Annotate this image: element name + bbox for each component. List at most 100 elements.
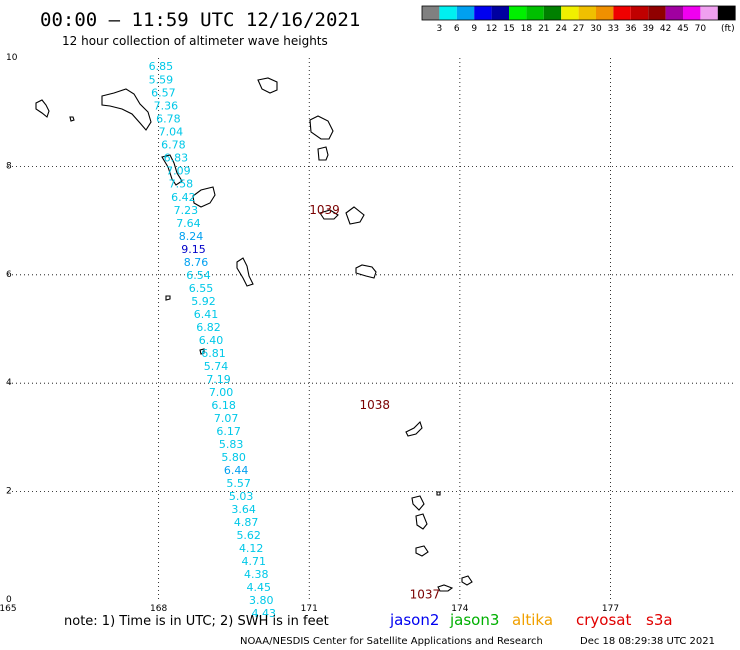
legend-label: 21	[538, 24, 549, 34]
swh-value: 5.92	[191, 295, 216, 308]
island-outline	[405, 420, 423, 437]
y-tick-label: 6	[6, 270, 12, 280]
island-outline	[436, 491, 441, 496]
legend-swatch	[683, 6, 701, 20]
swh-value: 8.76	[184, 256, 209, 269]
island-outline	[345, 206, 365, 225]
legend-label: 45	[677, 24, 688, 34]
island-outline	[165, 295, 171, 301]
island-outline	[415, 513, 428, 530]
y-tick-label: 0	[6, 595, 12, 605]
y-tick-label: 4	[6, 378, 12, 388]
satellite-legend: jason2 jason3 altika cryosat s3a	[389, 611, 673, 629]
swh-value: 7.58	[169, 178, 194, 191]
swh-track: 6.855.596.577.366.787.046.786.837.097.58…	[149, 60, 276, 620]
island-outline	[319, 209, 339, 220]
swh-value: 4.12	[239, 542, 264, 555]
swh-value: 5.03	[229, 490, 254, 503]
x-tick-label: 168	[150, 604, 167, 614]
y-axis-ticks: 0 2 4 6 8 10	[6, 53, 18, 605]
swh-value: 7.19	[206, 373, 231, 386]
swh-value: 5.80	[221, 451, 246, 464]
swh-value: 7.09	[166, 165, 191, 178]
pressure-labels: 1039 1038 1037	[309, 203, 440, 602]
satellite-name: jason2	[389, 611, 439, 629]
legend-unit: (ft)	[721, 24, 735, 34]
swh-value: 7.23	[174, 204, 199, 217]
legend-swatch	[491, 6, 509, 20]
legend-swatch	[474, 6, 492, 20]
swh-value: 3.64	[231, 503, 256, 516]
swh-value: 6.78	[156, 113, 181, 126]
island-outline	[236, 257, 254, 287]
swh-value: 6.44	[224, 464, 249, 477]
island-outline	[461, 575, 473, 586]
island-outline	[411, 495, 425, 511]
swh-value: 4.45	[246, 581, 271, 594]
pressure-label: 1038	[359, 398, 390, 412]
island-outline	[437, 584, 454, 592]
map-title: 00:00 — 11:59 UTC 12/16/2021	[40, 9, 360, 31]
legend-swatch	[717, 6, 736, 20]
legend-swatch	[613, 6, 631, 20]
island-outline	[69, 116, 75, 122]
legend-label: 9	[471, 24, 477, 34]
swh-value: 4.43	[252, 607, 277, 620]
swh-value: 7.64	[176, 217, 201, 230]
legend-swatch	[439, 6, 457, 20]
swh-value: 5.59	[149, 74, 174, 87]
island-outline	[199, 348, 205, 355]
legend-label: 70	[695, 24, 707, 34]
coastlines	[35, 77, 473, 592]
island-outline	[192, 186, 216, 208]
credit-line: NOAA/NESDIS Center for Satellite Applica…	[240, 636, 543, 647]
pressure-label: 1039	[309, 203, 340, 217]
swh-value: 4.71	[241, 555, 266, 568]
legend-swatch	[561, 6, 579, 20]
map-grid	[8, 58, 736, 600]
swh-value: 3.80	[249, 594, 274, 607]
swh-value: 6.17	[216, 425, 241, 438]
y-tick-label: 2	[6, 487, 12, 497]
swh-value: 6.81	[201, 347, 226, 360]
legend-swatch	[578, 6, 596, 20]
swh-value: 7.07	[214, 412, 239, 425]
y-tick-label: 10	[6, 53, 18, 63]
legend-label: 30	[590, 24, 602, 34]
swh-value: 6.83	[164, 152, 189, 165]
x-tick-label: 171	[301, 604, 318, 614]
swh-value: 8.24	[179, 230, 204, 243]
legend-label: 3	[437, 24, 443, 34]
legend-swatch	[665, 6, 683, 20]
satellite-name: jason3	[449, 611, 499, 629]
legend-label: 12	[486, 24, 497, 34]
island-outline	[101, 88, 152, 131]
swh-value: 6.55	[189, 282, 214, 295]
legend-swatch	[700, 6, 718, 20]
x-tick-label: 174	[451, 604, 468, 614]
legend-label: 42	[660, 24, 671, 34]
swh-value: 6.78	[161, 139, 186, 152]
color-scale-legend: 3 6 9 12 15 18 21 24 27 30 33 36 39 42 45 70 (ft)	[421, 5, 736, 34]
legend-swatch	[509, 6, 527, 20]
x-tick-label: 177	[602, 604, 619, 614]
island-outline	[415, 545, 429, 557]
legend-label: 24	[555, 24, 567, 34]
swh-value: 9.15	[181, 243, 206, 256]
swh-value: 6.85	[149, 60, 174, 73]
legend-swatch	[596, 6, 614, 20]
swh-value: 6.18	[211, 399, 236, 412]
legend-frame	[421, 5, 736, 21]
timestamp: Dec 18 08:29:38 UTC 2021	[580, 636, 715, 647]
island-outline	[309, 115, 334, 140]
x-axis-ticks: 165 168 171 174 177	[0, 604, 619, 614]
legend-swatch	[648, 6, 666, 20]
swh-value: 6.57	[151, 87, 176, 100]
units-note: note: 1) Time is in UTC; 2) SWH is in fe…	[64, 614, 329, 629]
legend-swatch	[630, 6, 649, 20]
satellite-name: cryosat	[576, 611, 631, 629]
legend-swatch	[456, 6, 475, 20]
legend-label: 15	[503, 24, 514, 34]
swh-value: 6.82	[196, 321, 221, 334]
